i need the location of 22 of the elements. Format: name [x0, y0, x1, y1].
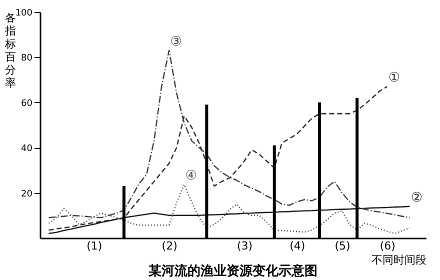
y-axis-title: 各指标百分率: [4, 12, 16, 90]
x-tick-label: (6): [380, 240, 396, 252]
line-series: [48, 86, 388, 231]
text: 某河流的渔业资源变化示意图: [148, 263, 318, 279]
x-tick-label: (1): [86, 240, 102, 252]
series-label: ②: [410, 190, 423, 206]
y-tick-label: 100: [15, 8, 33, 18]
x-tick-label: (3): [236, 240, 253, 252]
y-tick-label: 60: [21, 98, 33, 109]
line-series: [48, 206, 410, 234]
x-tick-label: (2): [162, 240, 178, 252]
y-tick-label: 20: [21, 189, 33, 200]
x-axis-title: 不同时间段: [372, 254, 426, 266]
x-tick-label: (4): [290, 240, 306, 252]
series-label: ①: [388, 70, 400, 86]
y-tick-label: 80: [21, 54, 33, 64]
series-label: ③: [170, 34, 182, 50]
y-tick-label: 40: [21, 144, 33, 154]
x-tick-label: (5): [334, 240, 350, 252]
line-series: [48, 50, 410, 218]
series-label: ④: [185, 168, 197, 184]
line-series: [48, 184, 410, 234]
